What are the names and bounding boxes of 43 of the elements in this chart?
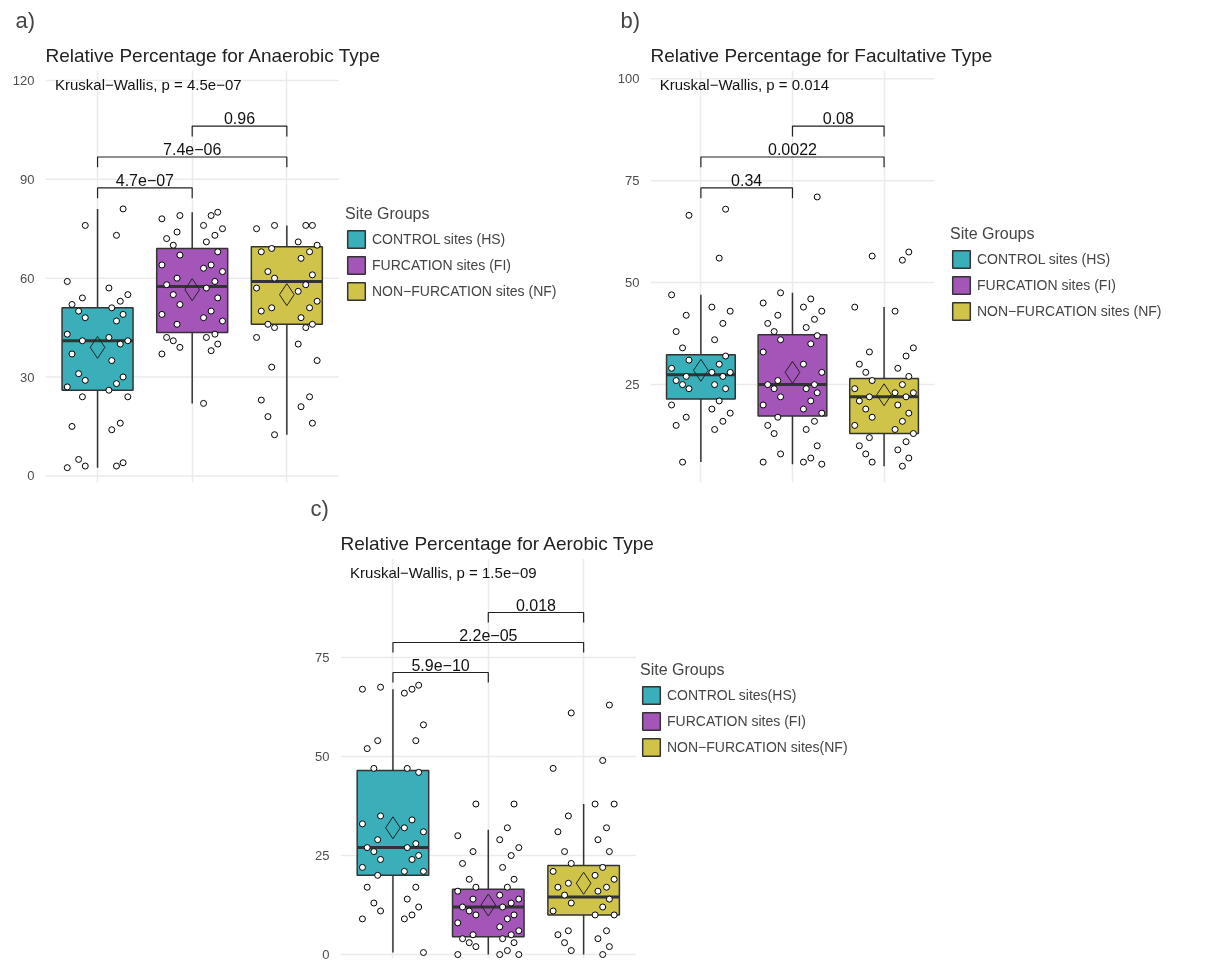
- legend-label: FURCATION sites (FI): [667, 713, 806, 729]
- y-tick-label: 25: [315, 848, 330, 864]
- y-tick-label: 75: [315, 650, 330, 666]
- y-tick-label: 50: [315, 749, 330, 765]
- legend-title: Site Groups: [950, 225, 1036, 243]
- text: c): [310, 495, 329, 521]
- legend-label: NON−FURCATION sites (NF): [372, 283, 557, 299]
- chart-title: Relative Percentage for Facultative Type: [650, 44, 993, 66]
- y-tick-label: 90: [20, 171, 35, 187]
- text: a): [15, 7, 36, 33]
- annotation: 0.018: [515, 596, 557, 614]
- legend-label: CONTROL sites (HS): [372, 231, 506, 247]
- y-tick-label: 30: [20, 369, 35, 385]
- y-tick-label: 60: [20, 270, 35, 286]
- y-tick-label: 75: [625, 173, 640, 189]
- annotation: Kruskal−Wallis, p = 0.014: [659, 75, 830, 93]
- annotation: 0.08: [822, 110, 854, 128]
- text: b): [620, 7, 641, 33]
- y-tick-label: 50: [625, 275, 640, 291]
- legend-label: FURCATION sites (FI): [372, 257, 511, 273]
- annotation: 4.7e−07: [115, 171, 175, 189]
- annotation: 5.9e−10: [411, 656, 470, 674]
- chart-title: Relative Percentage for Aerobic Type: [340, 532, 654, 554]
- legend-title: Site Groups: [345, 205, 431, 223]
- annotation: 7.4e−06: [163, 141, 222, 159]
- y-tick-label: 120: [12, 72, 35, 88]
- y-tick-label: 25: [625, 377, 640, 393]
- legend-label: NON−FURCATION sites (NF): [977, 303, 1162, 319]
- y-tick-label: 0: [27, 468, 35, 484]
- annotation: 2.2e−05: [459, 626, 518, 644]
- legend-label: FURCATION sites (FI): [977, 277, 1116, 293]
- legend-label: NON−FURCATION sites(NF): [667, 739, 848, 755]
- y-tick-label: 100: [617, 71, 640, 87]
- chart-title: Relative Percentage for Anaerobic Type: [45, 44, 380, 66]
- legend-label: CONTROL sites(HS): [667, 687, 797, 703]
- legend-label: CONTROL sites (HS): [977, 251, 1111, 267]
- y-tick-label: 0: [322, 947, 330, 963]
- annotation: 0.34: [731, 171, 763, 189]
- legend-title: Site Groups: [640, 661, 726, 679]
- annotation: Kruskal−Wallis, p = 1.5e−09: [350, 563, 537, 581]
- annotation: 0.96: [223, 110, 256, 128]
- annotation: 0.0022: [768, 141, 818, 159]
- annotation: Kruskal−Wallis, p = 4.5e−07: [54, 75, 242, 93]
